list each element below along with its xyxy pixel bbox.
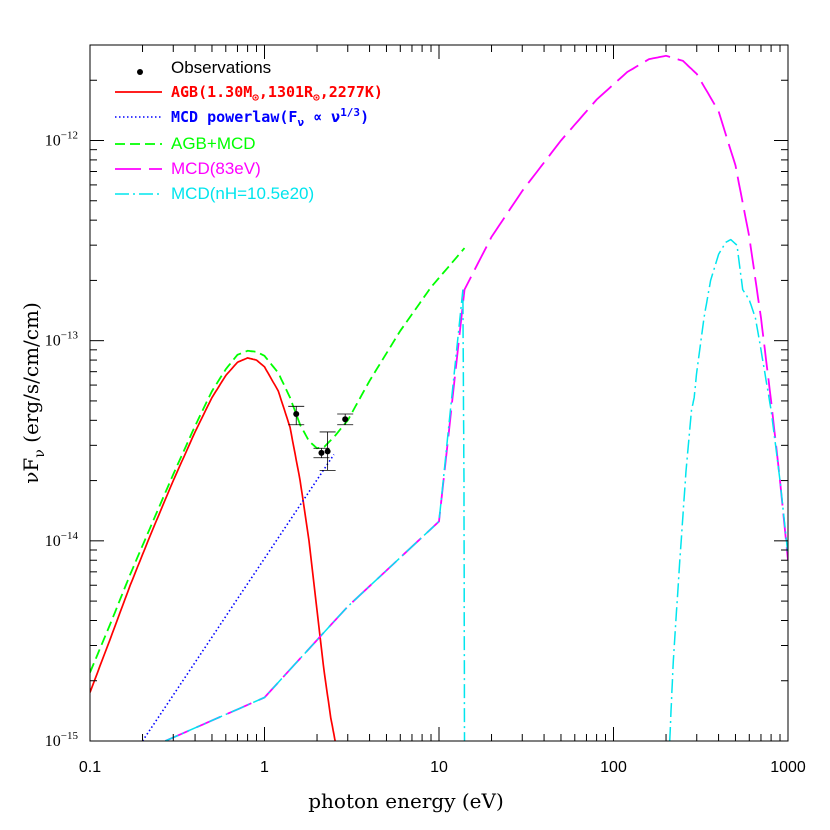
observation-point — [324, 448, 331, 455]
observation-point — [342, 416, 349, 423]
y-tick-label: 10−15 — [45, 730, 79, 750]
x-tick-label: 0.1 — [79, 759, 101, 776]
observation-point — [318, 449, 325, 456]
x-tick-label: 1 — [260, 759, 269, 776]
legend-label: MCD powerlaw(Fν ∝ ν1/3) — [171, 106, 369, 129]
series-agb-mcd-line — [90, 247, 466, 673]
legend-label: MCD(nH=10.5e20) — [171, 184, 314, 203]
series-mcd-nh-line — [165, 289, 466, 741]
legend-label: MCD(83eV) — [171, 159, 261, 178]
series-mcd-powerlaw-line — [141, 454, 335, 741]
y-tick-label: 10−12 — [45, 130, 78, 150]
series-mcd-nh-line-b — [668, 238, 788, 741]
observations-layer — [288, 405, 354, 471]
legend-label: AGB+MCD — [171, 134, 256, 153]
x-tick-label: 1000 — [770, 759, 806, 776]
legend-marker-observations — [137, 69, 143, 75]
x-axis-title: photon energy (eV) — [308, 789, 504, 813]
observation-point — [293, 411, 300, 418]
y-axis-title-sub: ν — [32, 449, 48, 458]
y-axis-title-units: (erg/s/cm/cm) — [19, 302, 43, 449]
ticks-layer — [89, 44, 788, 742]
tick-labels-layer: 0.1 1 10 100 1000 10−15 10−14 10−13 10−12 — [45, 130, 806, 776]
x-tick-label: 100 — [600, 759, 627, 776]
series-layer — [90, 54, 788, 741]
legend: Observations AGB(1.30M⊙,1301R⊙,2277K)MCD … — [115, 58, 383, 203]
y-tick-label: 10−14 — [45, 530, 79, 550]
series-agb-line — [90, 356, 337, 741]
y-axis-title-main: νF — [19, 458, 43, 484]
y-axis-title: νFν (erg/s/cm/cm) — [19, 302, 48, 484]
x-tick-label: 10 — [430, 759, 448, 776]
series-mcd-83ev-line — [164, 54, 788, 741]
legend-label: AGB(1.30M⊙,1301R⊙,2277K) — [171, 83, 383, 104]
legend-label: Observations — [171, 58, 271, 77]
y-tick-label: 10−13 — [45, 330, 79, 350]
